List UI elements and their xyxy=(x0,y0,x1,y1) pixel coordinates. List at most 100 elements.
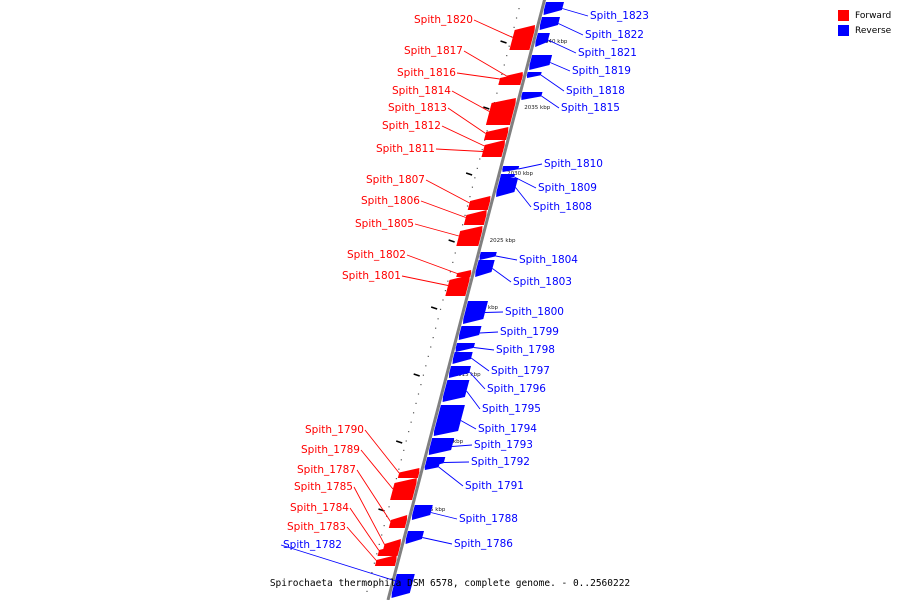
gene-arrow xyxy=(479,252,497,260)
gene-arrow xyxy=(445,275,470,296)
minor-tick xyxy=(447,280,449,282)
gene-leader-line xyxy=(353,486,385,545)
gene-leader-line xyxy=(451,90,490,112)
gene-arrow xyxy=(424,464,440,470)
gene-leader-line xyxy=(479,331,499,334)
gene-arrow xyxy=(543,2,564,15)
major-tick xyxy=(448,239,455,243)
gene-label: Spith_1821 xyxy=(578,47,637,59)
gene-label: Spith_1804 xyxy=(519,254,578,266)
forward-swatch xyxy=(838,10,849,21)
gene-arrow xyxy=(529,55,553,70)
gene-leader-line xyxy=(349,507,380,551)
gene-label: Spith_1803 xyxy=(513,276,572,288)
minor-tick xyxy=(368,581,371,583)
minor-tick xyxy=(508,45,510,47)
gene-arrow xyxy=(463,301,488,324)
gene-arrow xyxy=(455,343,475,352)
axis-layer xyxy=(386,0,547,600)
legend-item-forward: Forward xyxy=(838,8,891,23)
minor-tick xyxy=(439,308,442,310)
gene-leader-line xyxy=(438,466,464,487)
minor-tick xyxy=(383,525,385,527)
gene-leader-line xyxy=(364,429,400,474)
gene-arrow xyxy=(442,380,470,402)
gene-arrow xyxy=(485,98,516,125)
minor-tick xyxy=(395,478,398,480)
gene-leader-line xyxy=(463,50,507,77)
minor-tick xyxy=(435,327,437,329)
kbp-tick-label: 2040 kbp xyxy=(542,39,568,45)
minor-tick xyxy=(417,393,420,395)
minor-tick xyxy=(484,139,486,141)
gene-leader-line xyxy=(550,62,571,72)
gene-label: Spith_1788 xyxy=(459,513,518,525)
minor-tick xyxy=(422,374,424,376)
gene-label: Spith_1800 xyxy=(505,306,564,318)
leader-line-layer xyxy=(280,8,589,587)
gene-leader-line xyxy=(456,72,500,80)
minor-tick xyxy=(464,214,466,216)
gene-label: Spith_1787 xyxy=(297,464,356,476)
gene-leader-line xyxy=(447,107,486,134)
minor-tick xyxy=(515,17,518,19)
gene-leader-line xyxy=(562,8,589,17)
kbp-tick-label: 2025 kbp xyxy=(490,238,516,244)
gene-leader-line xyxy=(420,200,466,218)
gene-leader-line xyxy=(469,371,486,390)
gene-arrow xyxy=(448,366,471,378)
gene-leader-line xyxy=(470,357,490,372)
gene-label: Spith_1819 xyxy=(572,65,631,77)
gene-label: Spith_1798 xyxy=(496,344,555,356)
major-tick xyxy=(483,106,490,110)
gene-label: Spith_1792 xyxy=(471,456,530,468)
minor-tick xyxy=(518,8,520,10)
minor-tick xyxy=(400,459,402,461)
kbp-tick-label: 2015 kbp xyxy=(455,372,481,378)
legend-label-reverse: Reverse xyxy=(855,25,892,36)
minor-tick xyxy=(454,252,456,254)
minor-tick xyxy=(371,572,373,574)
gene-leader-line xyxy=(406,254,458,274)
gene-label: Spith_1817 xyxy=(404,45,463,57)
minor-tick xyxy=(381,534,383,536)
reverse-swatch xyxy=(838,25,849,36)
gene-leader-line xyxy=(435,148,483,152)
minor-tick xyxy=(481,149,483,151)
major-tick xyxy=(500,40,507,44)
minor-tick xyxy=(408,431,410,433)
gene-arrow xyxy=(452,352,473,364)
gene-label: Spith_1805 xyxy=(355,218,414,230)
gene-label: Spith_1799 xyxy=(500,326,559,338)
gene-leader-line xyxy=(518,163,543,170)
gene-label: Spith_1823 xyxy=(590,10,649,22)
gene-label: Spith_1818 xyxy=(566,85,625,97)
gene-leader-line xyxy=(401,275,449,286)
gene-arrow xyxy=(405,531,424,544)
gene-leader-line xyxy=(540,74,565,92)
gene-label: Spith_1820 xyxy=(414,14,473,26)
gene-label: Spith_1812 xyxy=(382,120,441,132)
kbp-tick-label: 2005 kbp xyxy=(419,507,445,513)
gene-arrow xyxy=(411,505,433,520)
minor-tick xyxy=(403,449,405,451)
gene-arrow xyxy=(526,72,542,78)
kbp-tick-label: 2030 kbp xyxy=(507,171,533,177)
gene-leader-line xyxy=(422,537,453,545)
gene-leader-line xyxy=(466,390,481,410)
gene-leader-line xyxy=(360,449,394,490)
gene-leader-line xyxy=(495,255,518,261)
gene-arrow xyxy=(390,478,417,500)
strand-legend: Forward Reverse xyxy=(838,8,891,38)
minor-tick xyxy=(479,158,481,160)
minor-tick xyxy=(506,55,508,57)
gene-arrow xyxy=(467,196,491,210)
major-tick xyxy=(430,306,438,310)
gene-label: Spith_1816 xyxy=(397,67,456,79)
gene-arrow xyxy=(428,438,455,455)
minor-tick xyxy=(442,299,444,301)
minor-tick xyxy=(474,177,476,179)
gene-leader-line xyxy=(451,444,473,447)
gene-label: Spith_1809 xyxy=(538,182,597,194)
